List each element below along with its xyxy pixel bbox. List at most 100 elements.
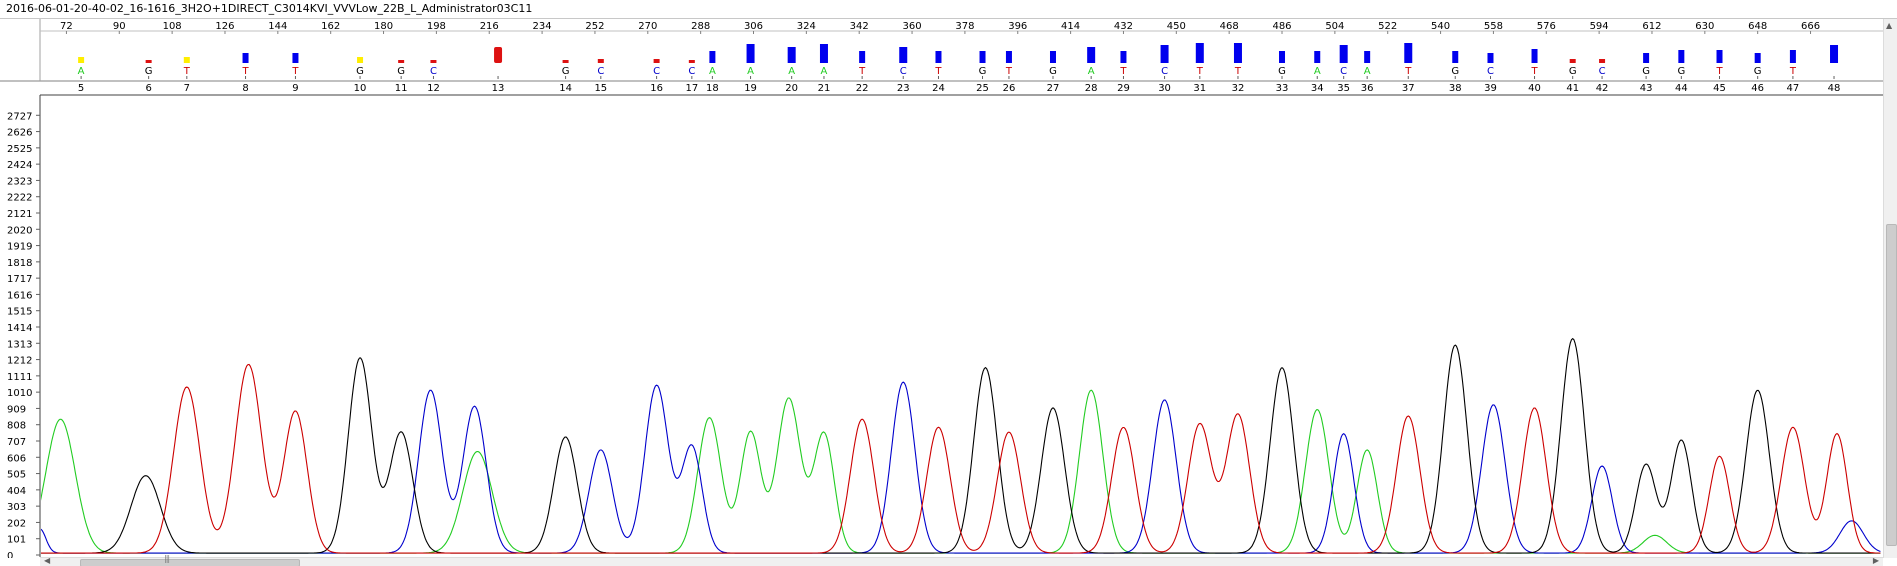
position-number: 29 bbox=[1117, 83, 1130, 94]
position-number: 7 bbox=[184, 83, 190, 94]
position-number: 37 bbox=[1402, 83, 1415, 94]
position-number: 23 bbox=[897, 83, 910, 94]
qv-bar bbox=[899, 47, 908, 63]
scan-tick-label: 486 bbox=[1272, 21, 1291, 32]
qv-bar bbox=[398, 60, 405, 63]
header-background bbox=[0, 19, 1883, 81]
vertical-scrollbar[interactable]: ▲ bbox=[1883, 19, 1897, 558]
position-number: 33 bbox=[1276, 83, 1289, 94]
base-call-letter: G bbox=[1569, 66, 1577, 77]
qv-bar bbox=[1531, 49, 1538, 63]
position-number: 16 bbox=[650, 83, 663, 94]
position-number: 13 bbox=[492, 83, 505, 94]
horizontal-scrollbar[interactable]: ◀ ||| ▶ bbox=[40, 554, 1883, 566]
scan-tick-label: 108 bbox=[163, 21, 182, 32]
scan-tick-label: 396 bbox=[1008, 21, 1027, 32]
scroll-up-icon[interactable]: ▲ bbox=[1886, 21, 1893, 30]
y-tick-label: 1515 bbox=[7, 307, 32, 318]
position-number: 36 bbox=[1361, 83, 1374, 94]
base-call-letter: G bbox=[1642, 66, 1650, 77]
position-number: 22 bbox=[856, 83, 869, 94]
base-call-letter: A bbox=[1088, 66, 1095, 77]
position-number: 20 bbox=[785, 83, 798, 94]
y-tick-label: 909 bbox=[7, 404, 26, 415]
scan-tick-label: 306 bbox=[744, 21, 763, 32]
qv-bar bbox=[1364, 51, 1371, 63]
base-call-letter: C bbox=[597, 66, 604, 77]
base-call-letter: T bbox=[241, 66, 249, 77]
position-number: 11 bbox=[395, 83, 408, 94]
scan-tick-label: 162 bbox=[321, 21, 340, 32]
scan-tick-label: 288 bbox=[691, 21, 710, 32]
base-call-letter: G bbox=[979, 66, 987, 77]
base-call-letter: T bbox=[1119, 66, 1127, 77]
qv-bar bbox=[1452, 51, 1459, 63]
base-call-letter: T bbox=[291, 66, 299, 77]
qv-bar bbox=[787, 47, 796, 63]
horizontal-scroll-thumb[interactable] bbox=[80, 559, 300, 566]
base-call-letter: G bbox=[1278, 66, 1286, 77]
scan-tick-label: 504 bbox=[1325, 21, 1344, 32]
position-number: 18 bbox=[706, 83, 719, 94]
qv-bar bbox=[1599, 59, 1606, 63]
scan-tick-label: 72 bbox=[60, 21, 73, 32]
y-tick-label: 606 bbox=[7, 453, 26, 464]
scan-tick-label: 468 bbox=[1220, 21, 1239, 32]
qv-bar bbox=[1087, 47, 1096, 63]
y-tick-label: 1616 bbox=[7, 290, 32, 301]
position-number: 44 bbox=[1675, 83, 1688, 94]
scan-tick-label: 378 bbox=[955, 21, 974, 32]
position-number: 28 bbox=[1085, 83, 1098, 94]
position-number: 19 bbox=[744, 83, 757, 94]
y-tick-label: 1919 bbox=[7, 242, 32, 253]
scan-tick-label: 234 bbox=[533, 21, 552, 32]
y-tick-label: 1212 bbox=[7, 356, 32, 367]
position-number: 32 bbox=[1232, 83, 1245, 94]
base-call-letter: C bbox=[430, 66, 437, 77]
y-tick-label: 2626 bbox=[7, 128, 32, 139]
base-call-letter: A bbox=[821, 66, 828, 77]
qv-bar bbox=[746, 44, 755, 63]
scan-tick-label: 558 bbox=[1484, 21, 1503, 32]
base-call-letter: A bbox=[1364, 66, 1371, 77]
scan-tick-label: 216 bbox=[480, 21, 499, 32]
y-tick-label: 2323 bbox=[7, 176, 32, 187]
position-number: 10 bbox=[354, 83, 367, 94]
chromatogram-svg[interactable]: 72 90 108 126 144 162 180 198 216 234 252 270 288 306… bbox=[0, 19, 1883, 558]
base-call-letter: T bbox=[934, 66, 942, 77]
scan-tick-label: 612 bbox=[1642, 21, 1661, 32]
y-tick-label: 0 bbox=[7, 551, 13, 558]
base-call-letter: C bbox=[900, 66, 907, 77]
scan-tick-label: 414 bbox=[1061, 21, 1080, 32]
y-tick-label: 303 bbox=[7, 502, 26, 513]
y-tick-label: 2222 bbox=[7, 193, 32, 204]
qv-bar bbox=[819, 44, 828, 63]
trace-line-t bbox=[41, 363, 1881, 554]
scan-tick-label: 594 bbox=[1590, 21, 1609, 32]
position-number: 47 bbox=[1787, 83, 1800, 94]
qv-bar bbox=[562, 60, 569, 63]
position-number: 40 bbox=[1528, 83, 1541, 94]
base-call-letter: A bbox=[78, 66, 85, 77]
position-number: 27 bbox=[1047, 83, 1060, 94]
position-number: 42 bbox=[1596, 83, 1609, 94]
base-call-letter: G bbox=[1754, 66, 1762, 77]
base-call-letter: T bbox=[858, 66, 866, 77]
qv-bar bbox=[357, 57, 364, 63]
qv-bar bbox=[709, 51, 716, 63]
qv-bar bbox=[1678, 50, 1685, 63]
qv-bar bbox=[1487, 53, 1494, 63]
position-number: 46 bbox=[1751, 83, 1764, 94]
qv-bar bbox=[653, 59, 660, 63]
scroll-right-icon[interactable]: ▶ bbox=[1872, 556, 1879, 565]
y-tick-label: 707 bbox=[7, 437, 26, 448]
vertical-scroll-thumb[interactable] bbox=[1886, 224, 1897, 546]
position-number: 15 bbox=[594, 83, 607, 94]
qv-bar bbox=[242, 53, 249, 63]
scroll-left-icon[interactable]: ◀ bbox=[44, 556, 51, 565]
qv-bar bbox=[1314, 51, 1321, 63]
chromatogram-panel[interactable]: 72 90 108 126 144 162 180 198 216 234 252 270 288 306… bbox=[0, 19, 1897, 558]
qv-bar bbox=[1643, 53, 1650, 63]
scan-tick-label: 360 bbox=[903, 21, 922, 32]
scan-tick-label: 198 bbox=[427, 21, 446, 32]
